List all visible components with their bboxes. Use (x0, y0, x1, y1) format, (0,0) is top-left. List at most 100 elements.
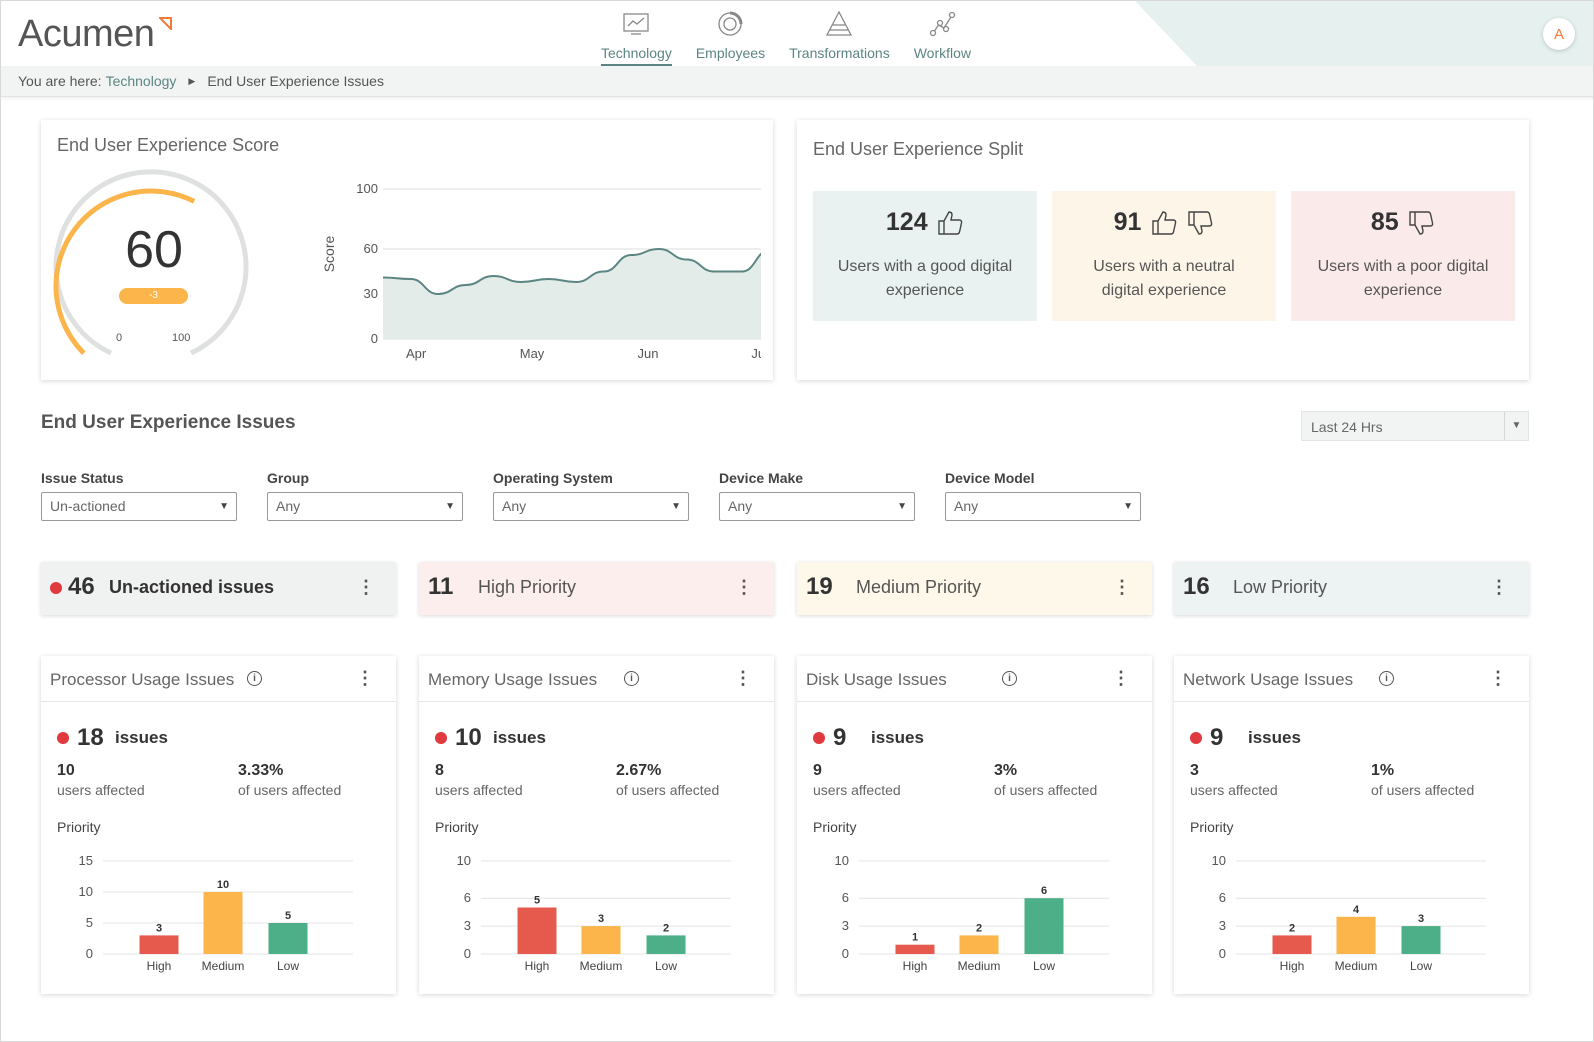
status-label: Low Priority (1233, 577, 1328, 597)
filter-issue-status: Issue Status Un-actioned ▼ (41, 470, 237, 521)
card-header: Memory Usage Issues i ⋮ (419, 656, 774, 702)
issue-count-value: 9 (1210, 724, 1224, 751)
select-value: Any (954, 498, 979, 514)
card-header: Network Usage Issues i ⋮ (1174, 656, 1529, 702)
caret-down-icon: ▼ (219, 501, 229, 512)
operating-system-select[interactable]: Any ▼ (493, 492, 689, 521)
category-label: Low (277, 959, 299, 973)
alert-dot-icon (813, 732, 825, 744)
card-title: Memory Usage Issues (428, 670, 598, 689)
kebab-menu-icon[interactable]: ⋮ (1489, 668, 1507, 688)
info-icon[interactable]: i (247, 671, 262, 686)
priority-label: Priority (57, 819, 101, 835)
caret-down-icon: ▼ (1123, 501, 1133, 512)
y-tick-label: 6 (842, 890, 849, 905)
bar-value-label: 5 (534, 895, 540, 907)
triangle-layers-icon (826, 10, 853, 36)
time-range-select[interactable]: Last 24 Hrs ▼ (1301, 411, 1529, 441)
select-value: Any (728, 498, 753, 514)
info-icon[interactable]: i (1379, 671, 1394, 686)
status-low-priority[interactable]: 16 Low Priority ⋮ (1174, 562, 1529, 615)
bar-value-label: 5 (285, 910, 291, 922)
kebab-menu-icon[interactable]: ⋮ (1490, 577, 1508, 597)
app-logo[interactable]: Acumen (18, 13, 155, 55)
kebab-menu-icon[interactable]: ⋮ (1113, 577, 1131, 597)
bar-value-label: 4 (1353, 904, 1360, 916)
bar-value-label: 1 (912, 932, 918, 944)
y-tick-label: 0 (86, 946, 93, 961)
bar-high (895, 944, 935, 954)
poor-text: Users with a poor digital experience (1317, 258, 1489, 299)
bar-low (268, 923, 308, 954)
caret-down-icon[interactable]: ▼ (1504, 412, 1528, 440)
y-tick-label: 10 (835, 853, 849, 868)
pct-affected-label: of users affected (994, 782, 1098, 798)
group-select[interactable]: Any ▼ (267, 492, 463, 521)
breadcrumb-link-technology[interactable]: Technology (105, 73, 177, 89)
gauge-track (53, 169, 249, 356)
kebab-menu-icon[interactable]: ⋮ (735, 577, 753, 597)
bar-medium (581, 926, 621, 954)
pct-affected: 3.33% of users affected (238, 762, 341, 798)
gauge-fill (53, 188, 196, 355)
status-count: 16 (1183, 573, 1210, 600)
info-icon[interactable]: i (624, 671, 639, 686)
nav-technology[interactable]: Technology (601, 9, 672, 66)
status-medium-priority[interactable]: 19 Medium Priority ⋮ (797, 562, 1152, 615)
alert-dot-icon (1190, 732, 1202, 744)
category-label: High (147, 959, 172, 973)
issue-count-word: issues (115, 728, 168, 747)
y-tick-label: 3 (464, 918, 471, 933)
info-icon[interactable]: i (1002, 671, 1017, 686)
breadcrumb: You are here: Technology ▶ End User Expe… (1, 66, 1593, 97)
status-high-priority[interactable]: 11 High Priority ⋮ (419, 562, 774, 615)
y-tick-label: 6 (1219, 890, 1226, 905)
users-affected-value: 8 (435, 762, 444, 779)
kebab-menu-icon[interactable]: ⋮ (357, 577, 375, 597)
issue-count: 10 issues (435, 724, 546, 752)
gauge-max-label: 100 (172, 332, 191, 344)
neutral-text: Users with a neutral digital experience (1093, 258, 1235, 299)
filter-group: Group Any ▼ (267, 470, 463, 521)
users-affected: 9 users affected (813, 762, 901, 798)
y-tick-label: 10 (79, 884, 93, 899)
issue-count: 9 issues (813, 724, 924, 752)
nav-workflow[interactable]: Workflow (914, 9, 971, 66)
filter-device-model: Device Model Any ▼ (945, 470, 1141, 521)
pct-affected-value: 3% (994, 762, 1018, 779)
select-value: Any (276, 498, 301, 514)
kebab-menu-icon[interactable]: ⋮ (356, 668, 374, 688)
category-label: Medium (580, 959, 623, 973)
status-label: High Priority (478, 577, 577, 597)
kebab-menu-icon[interactable]: ⋮ (1112, 668, 1130, 688)
users-affected-value: 9 (813, 762, 822, 779)
split-box-good[interactable]: 124 Users with a good digital experience (813, 191, 1037, 321)
status-unactioned[interactable]: 46 Un-actioned issues ⋮ (41, 562, 396, 615)
good-text: Users with a good digital experience (837, 258, 1013, 299)
y-tick-label: 10 (457, 853, 471, 868)
x-tick-label: Apr (406, 346, 427, 361)
split-box-poor[interactable]: 85 Users with a poor digital experience (1291, 191, 1515, 321)
header-decoration (1135, 1, 1593, 66)
device-model-select[interactable]: Any ▼ (945, 492, 1141, 521)
bar-low (646, 935, 686, 954)
thumbs-up-icon (1152, 210, 1177, 235)
area-fill (383, 249, 761, 339)
issue-status-select[interactable]: Un-actioned ▼ (41, 492, 237, 521)
card-title: Network Usage Issues (1183, 670, 1354, 689)
y-tick-label: 10 (1212, 853, 1226, 868)
user-avatar[interactable]: A (1543, 18, 1575, 50)
category-label: Low (1410, 959, 1432, 973)
score-trend-chart: 0 30 60 100 Apr May Jun Jul Score (321, 181, 761, 361)
device-make-select[interactable]: Any ▼ (719, 492, 915, 521)
y-tick-label: 6 (464, 890, 471, 905)
kebab-menu-icon[interactable]: ⋮ (734, 668, 752, 688)
split-box-neutral[interactable]: 91 Users with a neutral digital experien… (1052, 191, 1276, 321)
breadcrumb-current: End User Experience Issues (207, 73, 384, 89)
issue-count-value: 18 (77, 724, 104, 751)
x-tick-label: Jun (637, 346, 658, 361)
issue-count-word: issues (871, 728, 924, 747)
nav-employees[interactable]: Employees (696, 9, 765, 66)
nav-transformations[interactable]: Transformations (789, 9, 890, 66)
